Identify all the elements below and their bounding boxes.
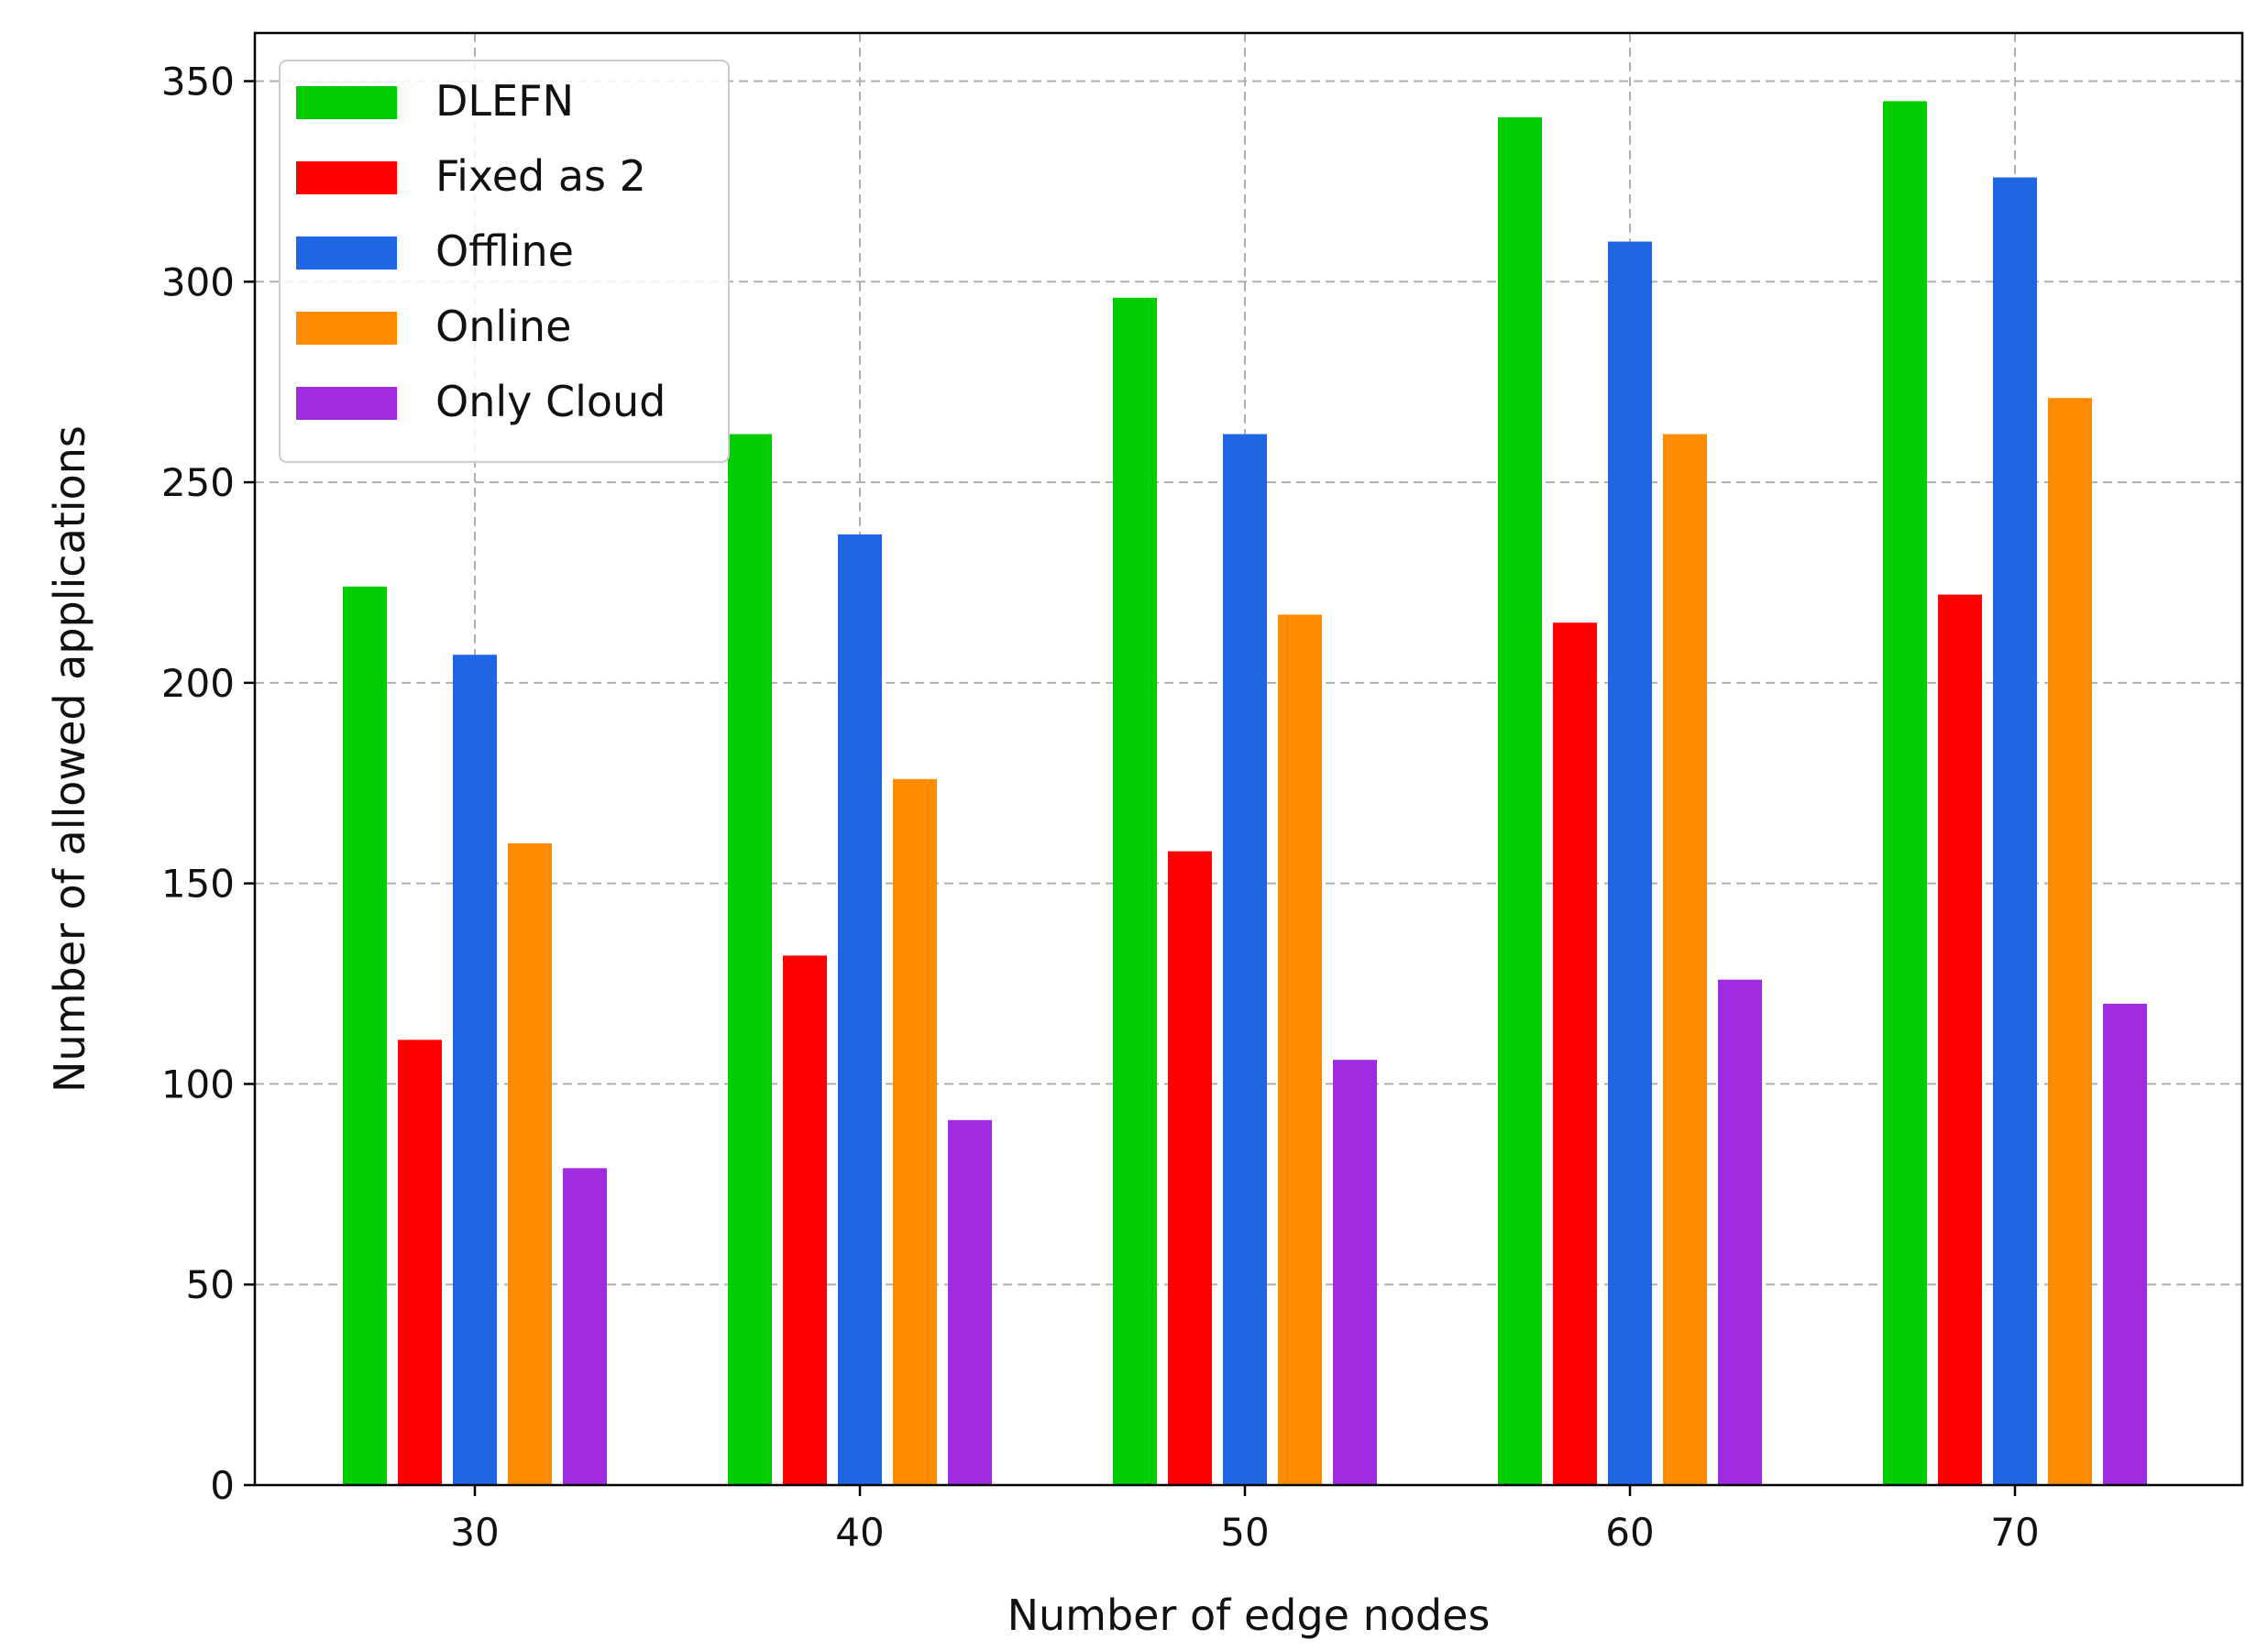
y-tick-label: 200 — [161, 661, 235, 706]
bar — [1278, 614, 1322, 1485]
y-axis-title: Number of allowed applications — [45, 425, 94, 1093]
y-tick-label: 100 — [161, 1062, 235, 1106]
bar — [838, 534, 882, 1485]
y-tick-label: 300 — [161, 259, 235, 304]
x-tick-label: 40 — [835, 1510, 884, 1555]
bar — [1718, 979, 1762, 1485]
legend-swatch — [296, 86, 397, 119]
legend-swatch — [296, 237, 397, 270]
x-tick-label: 50 — [1220, 1510, 1269, 1555]
legend: DLEFN Fixed as 2 Offline Online Only Cloud — [279, 60, 730, 463]
bar — [1993, 177, 2037, 1485]
bar — [1333, 1060, 1377, 1485]
bar — [453, 655, 497, 1485]
bar — [1938, 594, 1982, 1485]
bar — [1223, 434, 1267, 1485]
x-tick-label: 70 — [1990, 1510, 2039, 1555]
legend-label: Online — [435, 302, 571, 351]
legend-label: Only Cloud — [435, 377, 666, 426]
axis-ticks: 0 50 100 150 200 250 300 350 30 40 50 60 70 — [161, 60, 2040, 1555]
bar — [783, 955, 827, 1485]
y-tick-label: 350 — [161, 60, 235, 105]
bar — [948, 1119, 992, 1485]
bar — [893, 778, 937, 1485]
x-axis-title: Number of edge nodes — [1007, 1590, 1491, 1640]
y-tick-label: 50 — [186, 1262, 235, 1307]
x-tick-label: 30 — [450, 1510, 499, 1555]
legend-swatch — [296, 387, 397, 420]
y-tick-label: 250 — [161, 460, 235, 505]
bar — [1168, 851, 1212, 1485]
legend-label: Fixed as 2 — [435, 151, 646, 201]
bar — [343, 586, 387, 1485]
legend-swatch — [296, 312, 397, 345]
bar — [563, 1168, 607, 1485]
bar — [398, 1040, 442, 1485]
bar — [728, 434, 772, 1485]
bar — [2048, 398, 2092, 1485]
bar — [508, 842, 552, 1485]
bar — [1553, 622, 1597, 1485]
plot-frame — [253, 31, 2244, 1487]
bar — [2103, 1003, 2147, 1485]
legend-label: DLEFN — [435, 76, 574, 126]
y-tick-label: 150 — [161, 862, 235, 907]
bar — [1608, 241, 1652, 1486]
bar — [1113, 297, 1157, 1485]
bars — [343, 101, 2147, 1486]
bar — [1663, 434, 1707, 1485]
legend-label: Offline — [435, 226, 574, 276]
y-tick-label: 0 — [210, 1463, 235, 1508]
x-tick-label: 60 — [1605, 1510, 1654, 1555]
legend-box — [279, 60, 730, 463]
bar — [1498, 116, 1542, 1485]
legend-swatch — [296, 161, 397, 194]
bar — [1883, 101, 1927, 1486]
